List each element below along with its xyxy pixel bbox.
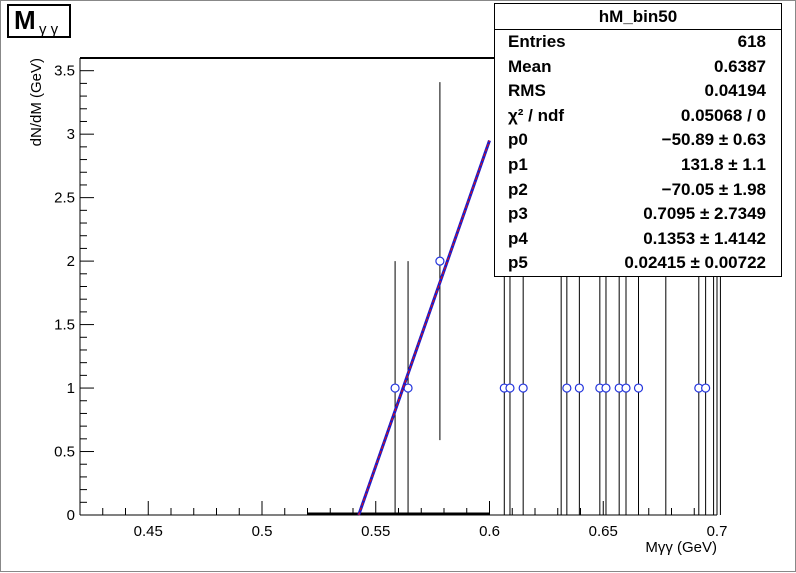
stats-key: Mean	[508, 56, 552, 76]
stats-value: 0.1353 ± 1.4142	[643, 228, 766, 248]
data-point	[601, 383, 611, 393]
data-point	[435, 256, 445, 266]
stats-value: −70.05 ± 1.98	[661, 179, 766, 199]
stats-row: RMS 0.04194	[495, 81, 781, 106]
x-tick-label: 0.65	[589, 523, 618, 540]
stats-row: p5 0.02415 ± 0.00722	[495, 253, 781, 278]
stats-row: p3 0.7095 ± 2.7349	[495, 204, 781, 229]
x-tick-label: 0.7	[707, 523, 728, 540]
y-axis-title: dN/dM (GeV)	[28, 58, 45, 146]
stats-row: p0 −50.89 ± 0.63	[495, 130, 781, 155]
data-point	[505, 383, 515, 393]
stats-row: p1 131.8 ± 1.1	[495, 155, 781, 180]
data-point	[701, 383, 711, 393]
histogram-title: M γ γ	[7, 4, 71, 38]
data-point	[562, 383, 572, 393]
x-tick-label: 0.55	[361, 523, 390, 540]
data-point	[633, 383, 644, 393]
stats-key: p3	[508, 204, 528, 224]
fit-line	[358, 140, 491, 516]
y-tick-label: 2.5	[54, 190, 75, 207]
stats-value: 0.7095 ± 2.7349	[643, 204, 766, 224]
stats-box: hM_bin50 Entries 618 Mean 0.6387 RMS 0.04194 χ…	[494, 3, 782, 277]
x-axis-title: Mγγ (GeV)	[645, 539, 717, 556]
stats-key: RMS	[508, 81, 546, 101]
stats-key: χ² / ndf	[508, 105, 565, 125]
y-tick-label: 3	[67, 126, 75, 143]
y-tick-label: 2	[67, 253, 75, 270]
stats-key: p1	[508, 155, 528, 174]
y-tick-label: 1	[67, 380, 75, 397]
stats-value: −50.89 ± 0.63	[661, 130, 766, 150]
y-tick-label: 0	[67, 507, 75, 524]
data-point	[518, 383, 528, 393]
title-main: M	[14, 5, 36, 35]
stats-value: 0.05068 / 0	[680, 105, 766, 125]
stats-key: p2	[508, 179, 528, 199]
data-point	[390, 383, 400, 393]
stats-value: 0.02415 ± 0.00722	[624, 253, 766, 273]
stats-key: p0	[508, 130, 528, 150]
stats-row: p4 0.1353 ± 1.4142	[495, 229, 781, 254]
x-tick-label: 0.45	[134, 523, 163, 540]
y-tick-label: 0.5	[54, 444, 75, 461]
stats-value: 618	[737, 32, 766, 51]
stats-value: 131.8 ± 1.1	[681, 155, 766, 174]
x-tick-label: 0.6	[479, 523, 500, 540]
stats-box-title: hM_bin50	[495, 4, 781, 30]
stats-value: 0.04194	[704, 81, 766, 101]
y-tick-label: 1.5	[54, 317, 75, 334]
stats-row: χ² / ndf 0.05068 / 0	[495, 106, 781, 131]
stats-row: p2 −70.05 ± 1.98	[495, 180, 781, 205]
stats-key: p4	[508, 228, 528, 248]
title-subscript: γ γ	[39, 21, 59, 38]
stats-value: 0.6387	[714, 56, 766, 76]
stats-key: Entries	[508, 32, 566, 51]
data-point	[574, 383, 584, 393]
stats-key: p5	[508, 253, 528, 273]
stats-row: Entries 618	[495, 32, 781, 57]
x-tick-label: 0.5	[252, 523, 273, 540]
stats-row: Mean 0.6387	[495, 57, 781, 82]
data-point	[621, 383, 631, 393]
y-tick-label: 3.5	[54, 63, 75, 80]
